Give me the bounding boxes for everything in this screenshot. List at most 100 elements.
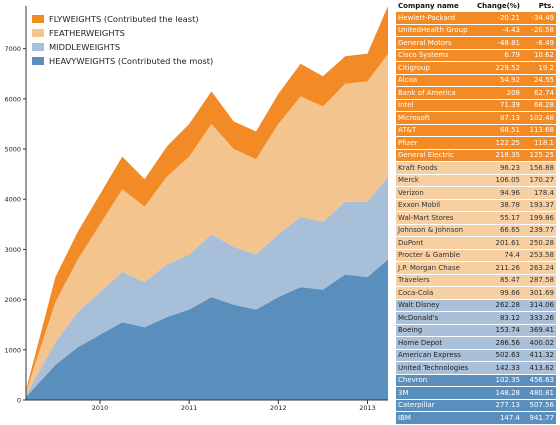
table-row[interactable]: IBM 147.4 941.77 [396,411,556,425]
change-cell: 38.78 [472,199,522,212]
pts-cell: 253.58 [522,249,556,262]
table-row[interactable]: General Electric 218.35 125.25 [396,149,556,162]
table-row[interactable]: Walt Disney 262.28 314.06 [396,299,556,312]
pts-cell: 125.25 [522,149,556,162]
pts-cell: 19.2 [522,61,556,75]
table-row[interactable]: Chevron 102.35 456.63 [396,374,556,387]
pts-cell: 118.1 [522,136,556,150]
change-cell: 106.05 [472,174,522,187]
legend-label: FEATHERWEIGHTS [49,28,125,38]
table-row[interactable]: Merck 106.05 170.27 [396,174,556,187]
change-cell: -4.43 [472,24,522,37]
legend-label: FLYWEIGHTS (Contributed the least) [49,14,199,24]
pts-cell: 199.86 [522,211,556,225]
change-cell: 55.17 [472,211,522,225]
pts-cell: 456.63 [522,374,556,387]
y-tick-label: 5000 [4,146,21,154]
company-name-cell: UnitedHealth Group [396,24,472,37]
table-row[interactable]: Microsoft 87.13 102.48 [396,111,556,125]
pts-cell: 314.06 [522,299,556,312]
company-name-cell: American Express [396,349,472,362]
table-row[interactable]: Verizon 94.96 178.4 [396,186,556,200]
pts-cell: -6.49 [522,36,556,50]
company-name-cell: Johnson & Johnson [396,224,472,237]
company-name-cell: Pfizer [396,136,472,150]
pts-cell: 102.48 [522,111,556,125]
table-row[interactable]: Travelers 85.47 287.58 [396,274,556,287]
table-row[interactable]: Kraft Foods 96.23 156.88 [396,161,556,175]
table-row[interactable]: General Motors -48.81 -6.49 [396,36,556,50]
header-pts[interactable]: Pts. [538,2,554,10]
pts-cell: 301.69 [522,286,556,300]
table-row[interactable]: American Express 502.63 411.32 [396,349,556,362]
header-change[interactable]: Change(%) [477,2,520,10]
table-row[interactable]: Cisco Systems 6.79 10.62 [396,49,556,62]
legend-swatch [32,29,44,37]
table-row[interactable]: Home Depot 286.56 400.02 [396,336,556,350]
legend: FLYWEIGHTS (Contributed the least) FEATH… [32,12,213,68]
company-name-cell: Citigroup [396,61,472,75]
company-name-cell: Exxon Mobil [396,199,472,212]
table-row[interactable]: Alcoa 54.92 24.55 [396,74,556,87]
company-name-cell: Wal-Mart Stores [396,211,472,225]
table-row[interactable]: AT&T 68.51 113.68 [396,124,556,137]
pts-cell: 250.28 [522,236,556,250]
change-cell: 147.4 [472,411,522,425]
company-table: Company name Change(%) Pts. Hewlett-Pack… [396,0,556,425]
pts-cell: 263.24 [522,261,556,275]
table-row[interactable]: Coca-Cola 99.66 301.69 [396,286,556,300]
company-name-cell: United Technologies [396,361,472,375]
company-name-cell: Merck [396,174,472,187]
table-row[interactable]: DuPont 201.61 250.28 [396,236,556,250]
table-row[interactable]: United Technologies 142.33 413.62 [396,361,556,375]
y-tick-label: 4000 [4,196,21,204]
table-row[interactable]: Intel 71.39 68.28 [396,99,556,112]
change-cell: 99.66 [472,286,522,300]
table-row[interactable]: 3M 148.28 480.81 [396,386,556,400]
header-company-name[interactable]: Company name [398,2,459,10]
pts-cell: 287.58 [522,274,556,287]
table-row[interactable]: Hewlett-Packard -20.21 -34.49 [396,12,556,25]
x-tick-label: 2010 [92,404,109,412]
pts-cell: -34.49 [522,12,556,25]
pts-cell: 24.55 [522,74,556,87]
table-row[interactable]: Citigroup 229.52 19.2 [396,61,556,75]
pts-cell: 178.4 [522,186,556,200]
change-cell: 153.74 [472,324,522,337]
table-row[interactable]: UnitedHealth Group -4.43 -20.58 [396,24,556,37]
pts-cell: 170.27 [522,174,556,187]
pts-cell: 941.77 [522,411,556,425]
company-name-cell: Hewlett-Packard [396,12,472,25]
table-body: Hewlett-Packard -20.21 -34.49 UnitedHealth … [396,12,556,425]
change-cell: 208 [472,86,522,100]
company-name-cell: AT&T [396,124,472,137]
table-row[interactable]: Bank of America 208 62.74 [396,86,556,100]
legend-label: MIDDLEWEIGHTS [49,42,121,52]
change-cell: 277.13 [472,399,522,412]
table-row[interactable]: Wal-Mart Stores 55.17 199.86 [396,211,556,225]
table-row[interactable]: Exxon Mobil 38.78 193.37 [396,199,556,212]
change-cell: 122.25 [472,136,522,150]
x-tick-label: 2011 [181,404,198,412]
pts-cell: 62.74 [522,86,556,100]
pts-cell: 369.41 [522,324,556,337]
change-cell: 229.52 [472,61,522,75]
area-series-flyweights [26,6,388,392]
company-name-cell: IBM [396,411,472,425]
company-name-cell: DuPont [396,236,472,250]
company-name-cell: McDonald's [396,311,472,325]
table-row[interactable]: J.P. Morgan Chase 211.26 263.24 [396,261,556,275]
table-row[interactable]: Pfizer 122.25 118.1 [396,136,556,150]
company-name-cell: Verizon [396,186,472,200]
table-row[interactable]: Boeing 153.74 369.41 [396,324,556,337]
pts-cell: 239.77 [522,224,556,237]
table-row[interactable]: Caterpillar 277.13 507.56 [396,399,556,412]
change-cell: 68.51 [472,124,522,137]
chart-area: 0 1000 2000 3000 4000 5000 6000 7000 2010 2011 201… [4,6,388,412]
company-name-cell: Intel [396,99,472,112]
change-cell: -48.81 [472,36,522,50]
table-row[interactable]: McDonald's 83.12 333.26 [396,311,556,325]
table-row[interactable]: Procter & Gamble 74.4 253.58 [396,249,556,262]
table-header-row: Company name Change(%) Pts. [396,0,556,12]
table-row[interactable]: Johnson & Johnson 66.65 239.77 [396,224,556,237]
